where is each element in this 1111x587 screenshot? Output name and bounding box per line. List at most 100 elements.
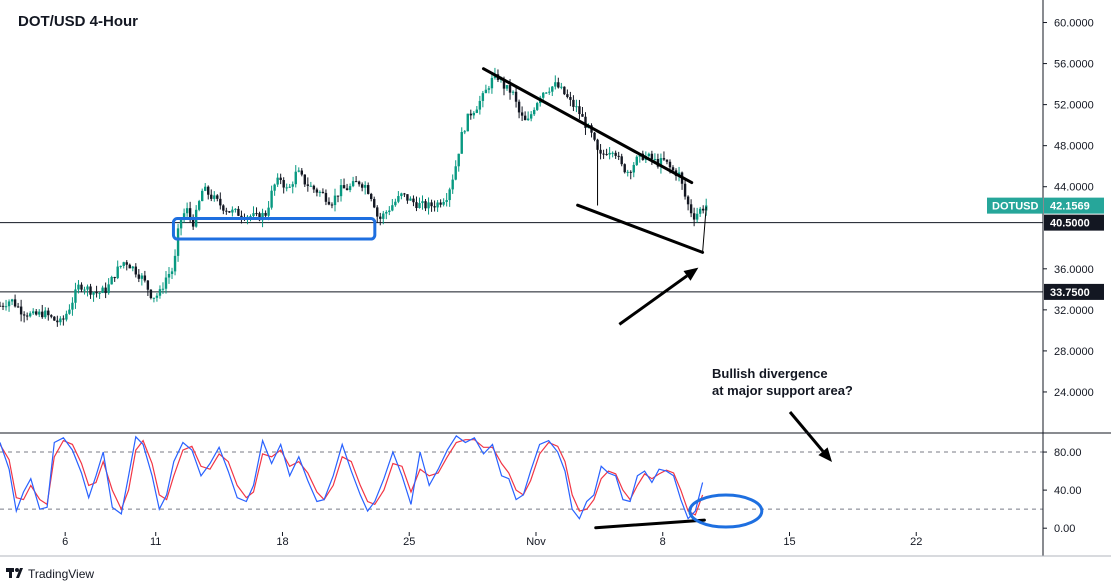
candle-body: [164, 277, 168, 289]
candle-body: [647, 153, 651, 157]
candle: [436, 200, 439, 212]
candle: [228, 210, 231, 213]
candle-body: [7, 301, 11, 307]
osc-tick-label: 80.00: [1054, 447, 1082, 459]
candle: [354, 176, 358, 183]
candle: [545, 92, 548, 94]
candle-body: [659, 158, 663, 167]
candle-body: [191, 216, 195, 227]
trendline: [481, 67, 694, 185]
candle: [433, 200, 436, 212]
candle: [297, 167, 300, 173]
candle-body: [10, 299, 14, 302]
candle: [13, 294, 17, 308]
candle: [403, 192, 406, 198]
candle: [511, 90, 515, 96]
candle: [19, 299, 23, 322]
candle: [351, 176, 355, 188]
time-tick-label: 6: [62, 536, 68, 548]
price-tick-label: 32.0000: [1054, 305, 1094, 317]
candle: [71, 297, 74, 316]
candle-body: [47, 310, 50, 316]
candle: [689, 199, 693, 218]
candle-body: [222, 205, 225, 211]
candle-body: [0, 305, 2, 307]
time-tick-label: Nov: [526, 536, 546, 548]
candle-body: [300, 170, 303, 175]
candle-body: [330, 204, 334, 206]
candle: [632, 162, 635, 178]
candle: [695, 207, 699, 223]
candle-body: [508, 85, 512, 93]
annotations: Bullish divergence at major support area?: [618, 267, 853, 462]
candle: [490, 73, 494, 94]
candle-body: [4, 306, 8, 308]
candle-body: [182, 213, 186, 220]
time-tick-label: 25: [403, 536, 415, 548]
candle-body: [297, 170, 300, 172]
candle: [421, 195, 424, 210]
candle-body: [529, 114, 533, 119]
candle: [303, 174, 307, 187]
candle-body: [551, 86, 554, 92]
candle: [4, 299, 8, 311]
candle-body: [312, 185, 316, 190]
candle-body: [35, 311, 38, 315]
candle-body: [107, 284, 110, 294]
candle-body: [170, 271, 174, 274]
candle-body: [557, 82, 560, 88]
candle: [445, 193, 448, 207]
candle-body: [252, 213, 255, 217]
candle-body: [167, 273, 171, 278]
candle: [255, 207, 258, 217]
candle-body: [101, 287, 104, 293]
candle: [56, 315, 59, 327]
candle: [44, 307, 47, 319]
candle-body: [357, 181, 361, 185]
candle: [288, 183, 291, 189]
last-price-tag: [1044, 197, 1104, 214]
annotation-arrow-down: [788, 411, 832, 462]
candle: [219, 192, 222, 210]
candle: [291, 181, 294, 194]
candle: [185, 202, 189, 217]
candle: [10, 298, 14, 306]
candle-body: [484, 89, 488, 94]
candle-body: [71, 302, 74, 310]
divergence-highlight: [688, 493, 764, 529]
candle-body: [267, 207, 270, 216]
candle-body: [430, 202, 433, 207]
candle-body: [113, 276, 116, 279]
candle-body: [25, 315, 29, 317]
candle: [98, 292, 101, 299]
candle: [237, 206, 240, 217]
candle-body: [605, 154, 608, 156]
candle-body: [92, 292, 95, 295]
candle: [119, 265, 122, 269]
candle: [140, 273, 144, 286]
candle: [665, 159, 669, 165]
candle-body: [119, 265, 122, 267]
candle: [523, 111, 527, 121]
candle: [635, 155, 638, 166]
candle: [656, 153, 660, 169]
candle-body: [424, 201, 427, 209]
candle: [300, 168, 303, 177]
candle: [626, 169, 629, 177]
candle-body: [472, 112, 476, 116]
candle-body: [451, 179, 454, 190]
candle-body: [28, 313, 32, 317]
candle: [210, 189, 213, 202]
candle: [131, 265, 134, 272]
candle: [128, 263, 131, 269]
candle-body: [179, 219, 183, 229]
candle-body: [593, 132, 596, 140]
candle-body: [282, 180, 285, 188]
candle: [650, 150, 654, 165]
candle: [110, 275, 113, 285]
candle-body: [315, 189, 319, 193]
candle: [442, 198, 445, 207]
candle: [620, 153, 623, 167]
candle: [348, 183, 352, 193]
